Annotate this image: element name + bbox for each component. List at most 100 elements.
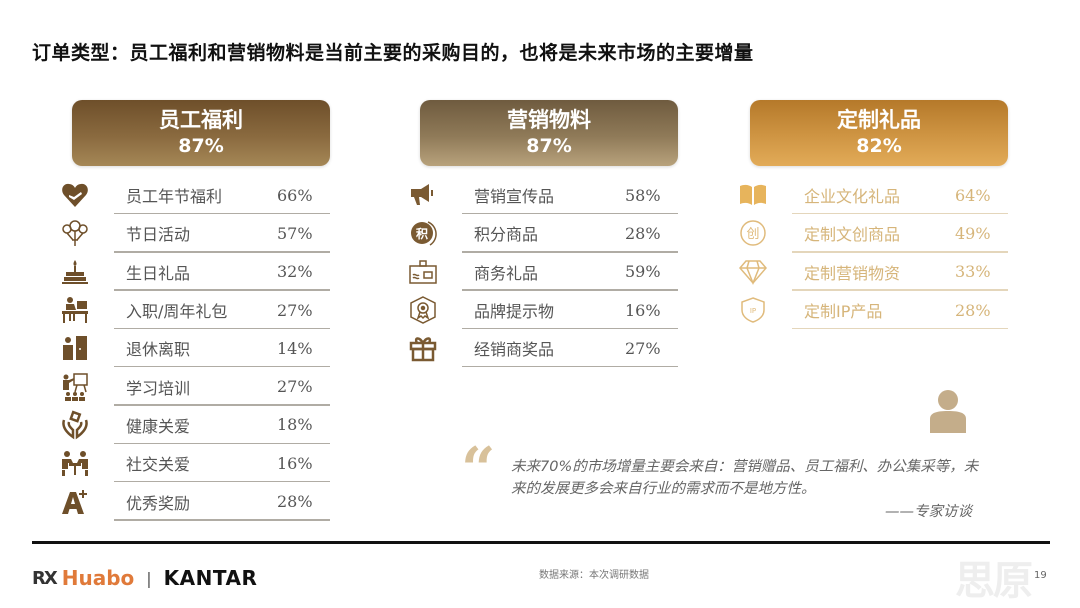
item-value: 66% — [277, 185, 313, 205]
svg-text:积: 积 — [416, 226, 428, 241]
business-card-icon — [408, 257, 438, 287]
list-item: IP 定制IP产品 28% — [741, 291, 1008, 330]
quote-mark-icon: “ — [461, 435, 496, 505]
item-label: 定制文创商品 — [804, 225, 901, 245]
divider — [792, 251, 1008, 253]
item-label: 员工年节福利 — [126, 187, 223, 207]
divider — [114, 442, 330, 445]
item-value: 58% — [625, 185, 661, 205]
footer-divider — [32, 541, 1050, 544]
divider — [462, 212, 678, 215]
presentation-training-icon — [60, 372, 90, 402]
item-value: 33% — [955, 262, 991, 282]
divider — [462, 327, 678, 330]
page-title: 订单类型：员工福利和营销物料是当前主要的采购目的，也将是未来市场的主要增量 — [32, 42, 754, 64]
item-label: 优秀奖励 — [126, 493, 191, 513]
item-value: 28% — [625, 223, 661, 243]
list-item: 员工年节福利 66% — [62, 176, 330, 215]
item-list: 营销宣传品 58% 积 积分商品 28% 商务礼品 59% 品牌提示物 16% … — [409, 176, 678, 368]
desk-worker-icon — [60, 295, 90, 325]
divider — [114, 212, 330, 215]
item-value: 64% — [955, 185, 991, 205]
list-item: 节日活动 57% — [62, 214, 330, 253]
column-employee-benefits: 员工福利 87% 员工年节福利 66% 节日活动 57% 生日礼品 32% 入职… — [62, 100, 330, 521]
item-value: 28% — [277, 492, 313, 512]
item-value: 57% — [277, 223, 313, 243]
category-header: 定制礼品 82% — [750, 100, 1008, 166]
a-plus-award-icon — [60, 487, 90, 517]
diamond-icon — [738, 257, 768, 287]
item-label: 品牌提示物 — [474, 302, 555, 322]
divider — [792, 327, 1008, 330]
caring-hands-icon — [60, 410, 90, 440]
item-label: 健康关爱 — [126, 416, 191, 436]
brand-logos: RX Huabo | KANTAR — [32, 566, 257, 590]
divider — [114, 365, 330, 368]
item-label: 商务礼品 — [474, 263, 539, 283]
item-value: 14% — [277, 338, 313, 358]
item-label: 社交关爱 — [126, 455, 191, 475]
list-item: 优秀奖励 28% — [62, 482, 330, 521]
item-label: 定制营销物资 — [804, 263, 901, 283]
expert-quote: 未来70%的市场增量主要会来自：营销赠品、员工福利、办公集采等，未来的发展更多会… — [511, 459, 979, 497]
category-label: 员工福利 — [159, 108, 243, 132]
item-value: 27% — [277, 377, 313, 397]
divider — [114, 480, 330, 483]
people-meeting-icon — [60, 448, 90, 478]
divider — [792, 289, 1008, 291]
divider — [462, 365, 678, 368]
points-badge-icon: 积 — [408, 218, 438, 248]
heart-hand-icon — [60, 180, 90, 210]
item-value: 59% — [625, 262, 661, 282]
item-label: 学习培训 — [126, 378, 191, 398]
item-list: 员工年节福利 66% 节日活动 57% 生日礼品 32% 入职/周年礼包 27%… — [62, 176, 330, 521]
item-label: 营销宣传品 — [474, 187, 555, 207]
item-label: 经销商奖品 — [474, 340, 555, 360]
divider — [462, 289, 678, 291]
list-item: 入职/周年礼包 27% — [62, 291, 330, 330]
item-list: 企业文化礼品 64% 创 定制文创商品 49% 定制营销物资 33% IP 定制… — [739, 176, 1008, 330]
column-custom-gifts: 定制礼品 82% 企业文化礼品 64% 创 定制文创商品 49% 定制营销物资 … — [739, 100, 1008, 330]
gift-box-icon — [408, 333, 438, 363]
item-label: 节日活动 — [126, 225, 191, 245]
svg-text:创: 创 — [746, 227, 759, 242]
brand-award-icon — [408, 295, 438, 325]
divider — [114, 289, 330, 291]
list-item: 健康关爱 18% — [62, 406, 330, 445]
list-item: 社交关爱 16% — [62, 444, 330, 483]
creative-circle-icon: 创 — [738, 218, 768, 248]
item-value: 27% — [625, 338, 661, 358]
list-item: 积 积分商品 28% — [411, 214, 678, 253]
list-item: 生日礼品 32% — [62, 253, 330, 291]
item-value: 49% — [955, 223, 991, 243]
page-number: 19 — [1034, 570, 1047, 581]
list-item: 退休离职 14% — [63, 329, 330, 368]
item-label: 企业文化礼品 — [804, 187, 901, 207]
list-item: 创 定制文创商品 49% — [740, 214, 1008, 253]
person-exit-door-icon — [60, 333, 90, 363]
list-item: 营销宣传品 58% — [411, 176, 678, 215]
svg-text:IP: IP — [750, 307, 756, 315]
watermark: 思原 — [955, 558, 1033, 604]
list-item: 经销商奖品 27% — [409, 329, 678, 368]
list-item: 学习培训 27% — [63, 367, 330, 406]
data-source: 数据来源：本次调研数据 — [539, 570, 649, 581]
column-marketing-materials: 营销物料 87% 营销宣传品 58% 积 积分商品 28% 商务礼品 59% 品… — [409, 100, 678, 368]
kantar-logo: KANTAR — [163, 566, 258, 590]
divider — [114, 251, 330, 253]
item-value: 27% — [277, 300, 313, 320]
quote-source: ——专家访谈 — [885, 504, 972, 520]
category-percent: 82% — [856, 135, 902, 157]
category-percent: 87% — [526, 135, 572, 157]
logo-separator: | — [146, 568, 152, 588]
birthday-cake-icon — [60, 257, 90, 287]
open-book-icon — [738, 180, 768, 210]
divider — [114, 519, 330, 521]
divider — [114, 327, 330, 330]
person-avatar-icon — [927, 389, 969, 439]
huabo-logo: Huabo — [61, 566, 135, 590]
category-label: 定制礼品 — [837, 108, 921, 132]
item-label: 积分商品 — [474, 225, 539, 245]
item-value: 16% — [277, 453, 313, 473]
category-percent: 87% — [178, 135, 224, 157]
